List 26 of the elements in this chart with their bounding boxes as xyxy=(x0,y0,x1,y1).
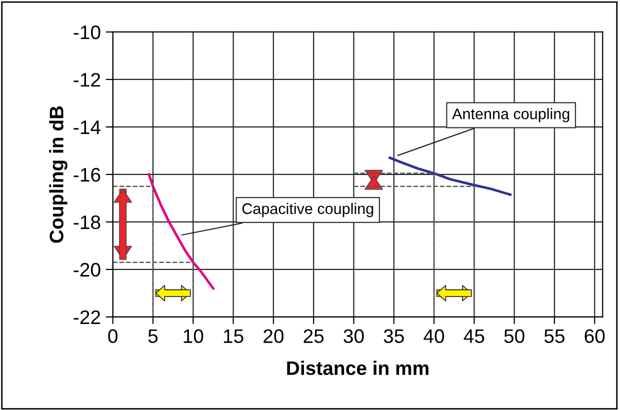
x-tick-label: 35 xyxy=(384,329,404,344)
y-tick-label: -10 xyxy=(74,25,100,40)
annotation: Capacitive coupling xyxy=(242,202,374,218)
x-tick-label: 15 xyxy=(224,329,244,344)
x-axis-title: Distance in mm xyxy=(287,360,428,376)
annotation: Antenna coupling xyxy=(452,108,570,122)
x-tick-label: 30 xyxy=(344,329,364,344)
x-tick-label: 55 xyxy=(544,329,564,344)
x-tick-label: 5 xyxy=(148,329,158,344)
y-tick-label: -22 xyxy=(74,310,100,324)
x-tick-label: 0 xyxy=(108,329,118,344)
y-tick-label: -20 xyxy=(74,262,100,277)
y-tick-label: -16 xyxy=(74,168,100,182)
y-axis-title: Coupling in dB xyxy=(49,106,68,243)
line-series xyxy=(148,173,214,290)
x-tick-label: 50 xyxy=(504,329,524,344)
x-tick-label: 25 xyxy=(304,329,324,344)
x-tick-label: 45 xyxy=(464,329,484,344)
y-tick-label: -18 xyxy=(74,215,100,230)
y-tick-label: -12 xyxy=(74,72,100,87)
x-tick-label: 20 xyxy=(264,329,284,344)
x-tick-label: 10 xyxy=(184,329,204,344)
x-tick-label: 60 xyxy=(584,329,605,344)
y-tick-label: -14 xyxy=(74,120,100,134)
x-tick-label: 40 xyxy=(424,329,444,344)
line-series xyxy=(388,156,512,196)
